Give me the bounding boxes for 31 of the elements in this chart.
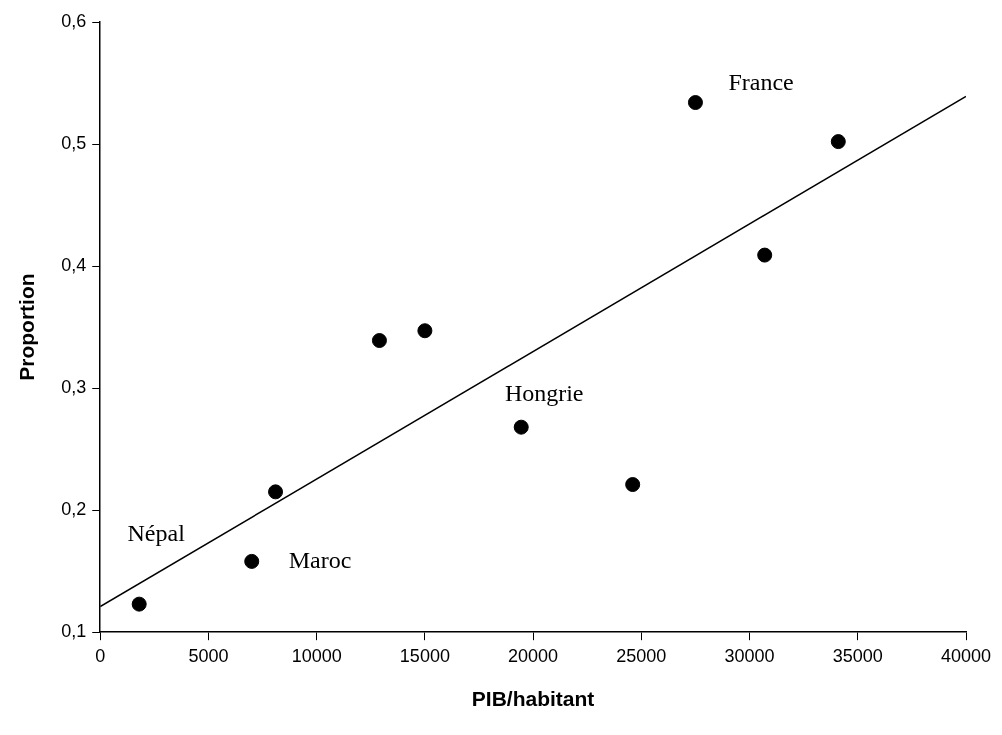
y-axis-title: Proportion — [15, 273, 39, 381]
annotation: France — [728, 68, 794, 95]
y-tick-label: 0,4 — [61, 255, 87, 276]
annotation: Hongrie — [504, 380, 584, 407]
x-tick-label: 30000 — [724, 645, 775, 666]
y-tick-label: 0,1 — [61, 621, 87, 642]
x-tick-label: 15000 — [399, 645, 450, 666]
x-tick-label: 5000 — [188, 645, 229, 666]
y-tick-label: 0,2 — [61, 499, 87, 520]
annotation: Népal — [127, 520, 186, 547]
point — [625, 477, 641, 493]
point — [830, 134, 846, 150]
x-tick-label: 20000 — [508, 645, 559, 666]
point — [757, 247, 773, 263]
point — [131, 596, 147, 612]
point — [244, 553, 260, 569]
y-tick-label: 0,6 — [61, 10, 87, 31]
point — [687, 95, 703, 111]
x-axis-title: PIB/habitant — [471, 687, 595, 711]
x-tick-label: 0 — [95, 645, 106, 666]
point — [513, 419, 529, 435]
point — [268, 484, 284, 500]
x-tick-label: 35000 — [832, 645, 883, 666]
x-tick-label: 40000 — [940, 645, 992, 666]
y-tick-label: 0,3 — [61, 377, 87, 398]
y-tick-label: 0,5 — [61, 133, 87, 154]
x-tick-label: 10000 — [291, 645, 342, 666]
x-tick-label: 25000 — [616, 645, 667, 666]
annotation: Maroc — [288, 546, 352, 573]
point — [417, 323, 433, 339]
point — [371, 333, 387, 349]
